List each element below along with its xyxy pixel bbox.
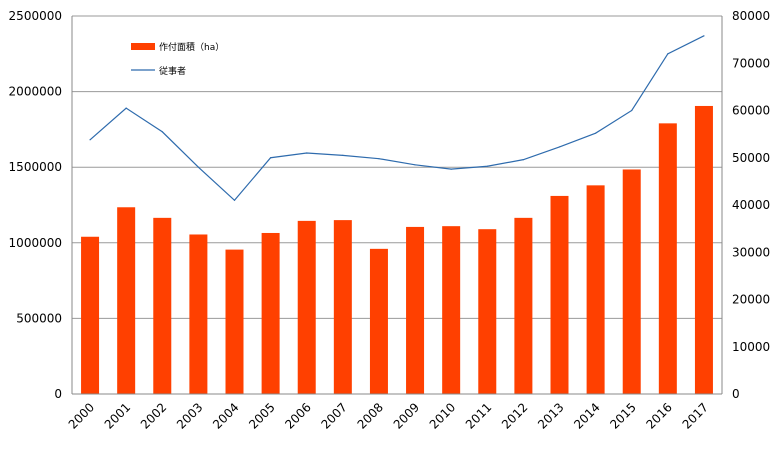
bar (586, 185, 605, 394)
right-tick-label: 60000 (732, 104, 770, 118)
x-tick-label: 2000 (66, 400, 97, 431)
gridlines (72, 15, 722, 319)
x-tick-label: 2015 (607, 400, 638, 431)
line-point (125, 107, 127, 109)
x-tick-label: 2007 (318, 400, 349, 431)
line-point (306, 152, 308, 154)
line-point (414, 164, 416, 166)
left-tick-label: 0 (54, 387, 62, 401)
bar (694, 105, 713, 395)
x-tick-label: 2016 (643, 400, 674, 431)
right-tick-label: 10000 (732, 340, 770, 354)
right-tick-label: 80000 (732, 9, 770, 23)
x-tick-label: 2005 (246, 400, 277, 431)
x-tick-label: 2011 (463, 400, 494, 431)
line-point (161, 131, 163, 133)
line-point (595, 132, 597, 134)
legend-bar-label: 作付面積（ha） (159, 41, 224, 53)
line-path (89, 35, 705, 202)
bar (658, 123, 677, 395)
x-tick-label: 2012 (499, 400, 530, 431)
bar (81, 236, 100, 394)
line-point (378, 158, 380, 160)
line-point (89, 139, 91, 141)
right-tick-label: 30000 (732, 245, 770, 259)
x-tick-label: 2008 (355, 400, 386, 431)
left-tick-label: 500000 (16, 311, 62, 325)
x-tick-label: 2017 (680, 400, 711, 431)
line-point (522, 159, 524, 161)
left-tick-label: 1000000 (9, 236, 62, 250)
legend-line-label: 従事者 (159, 65, 186, 77)
bar (478, 229, 497, 394)
right-tick-label: 0 (732, 387, 740, 401)
x-axis-ticks: 2000 2001 2002 2003 2004 2005 2006 2007 2008 2009… (66, 400, 711, 431)
x-tick-label: 2001 (102, 400, 133, 431)
line-point (233, 199, 236, 201)
line-point (558, 146, 561, 148)
right-tick-label: 50000 (732, 151, 770, 165)
x-tick-label: 2003 (174, 400, 205, 431)
line-series (89, 35, 705, 202)
x-tick-label: 2004 (210, 400, 241, 431)
x-tick-label: 2009 (391, 400, 422, 431)
right-axis-ticks: 0 10000 20000 30000 40000 50000 60000 70000 8000… (732, 9, 770, 401)
bar (622, 169, 641, 394)
line-point (342, 154, 344, 156)
line-point (486, 165, 488, 167)
bar (369, 248, 388, 394)
left-axis-ticks: 0 500000 1000000 1500000 2000000 2500000 (9, 9, 62, 401)
bar (442, 226, 461, 394)
line-point (667, 53, 669, 55)
bar (225, 249, 244, 394)
bar (297, 220, 316, 394)
bar (514, 217, 533, 394)
left-tick-label: 1500000 (9, 160, 62, 174)
left-tick-label: 2500000 (9, 9, 62, 23)
line-point (197, 166, 199, 168)
line-point (703, 35, 705, 37)
x-tick-label: 2002 (138, 400, 169, 431)
legend-bar-swatch (131, 43, 155, 50)
bar (550, 195, 569, 394)
bar (117, 207, 136, 394)
bar (406, 226, 425, 394)
left-tick-label: 2000000 (9, 85, 62, 99)
bar (333, 220, 352, 394)
bar-series (81, 105, 713, 395)
right-tick-label: 40000 (732, 198, 770, 212)
x-tick-label: 2006 (282, 400, 313, 431)
bar (189, 234, 208, 394)
line-point (270, 157, 272, 159)
line-point (631, 109, 633, 112)
right-tick-label: 20000 (732, 293, 770, 307)
x-tick-label: 2010 (427, 400, 458, 431)
axes (71, 16, 723, 395)
right-tick-label: 70000 (732, 56, 770, 70)
bar (153, 217, 172, 394)
bar (261, 232, 280, 394)
legend: 作付面積（ha） 従事者 (131, 41, 224, 77)
line-point (450, 168, 452, 170)
x-tick-label: 2013 (535, 400, 566, 431)
x-tick-label: 2014 (571, 400, 602, 431)
